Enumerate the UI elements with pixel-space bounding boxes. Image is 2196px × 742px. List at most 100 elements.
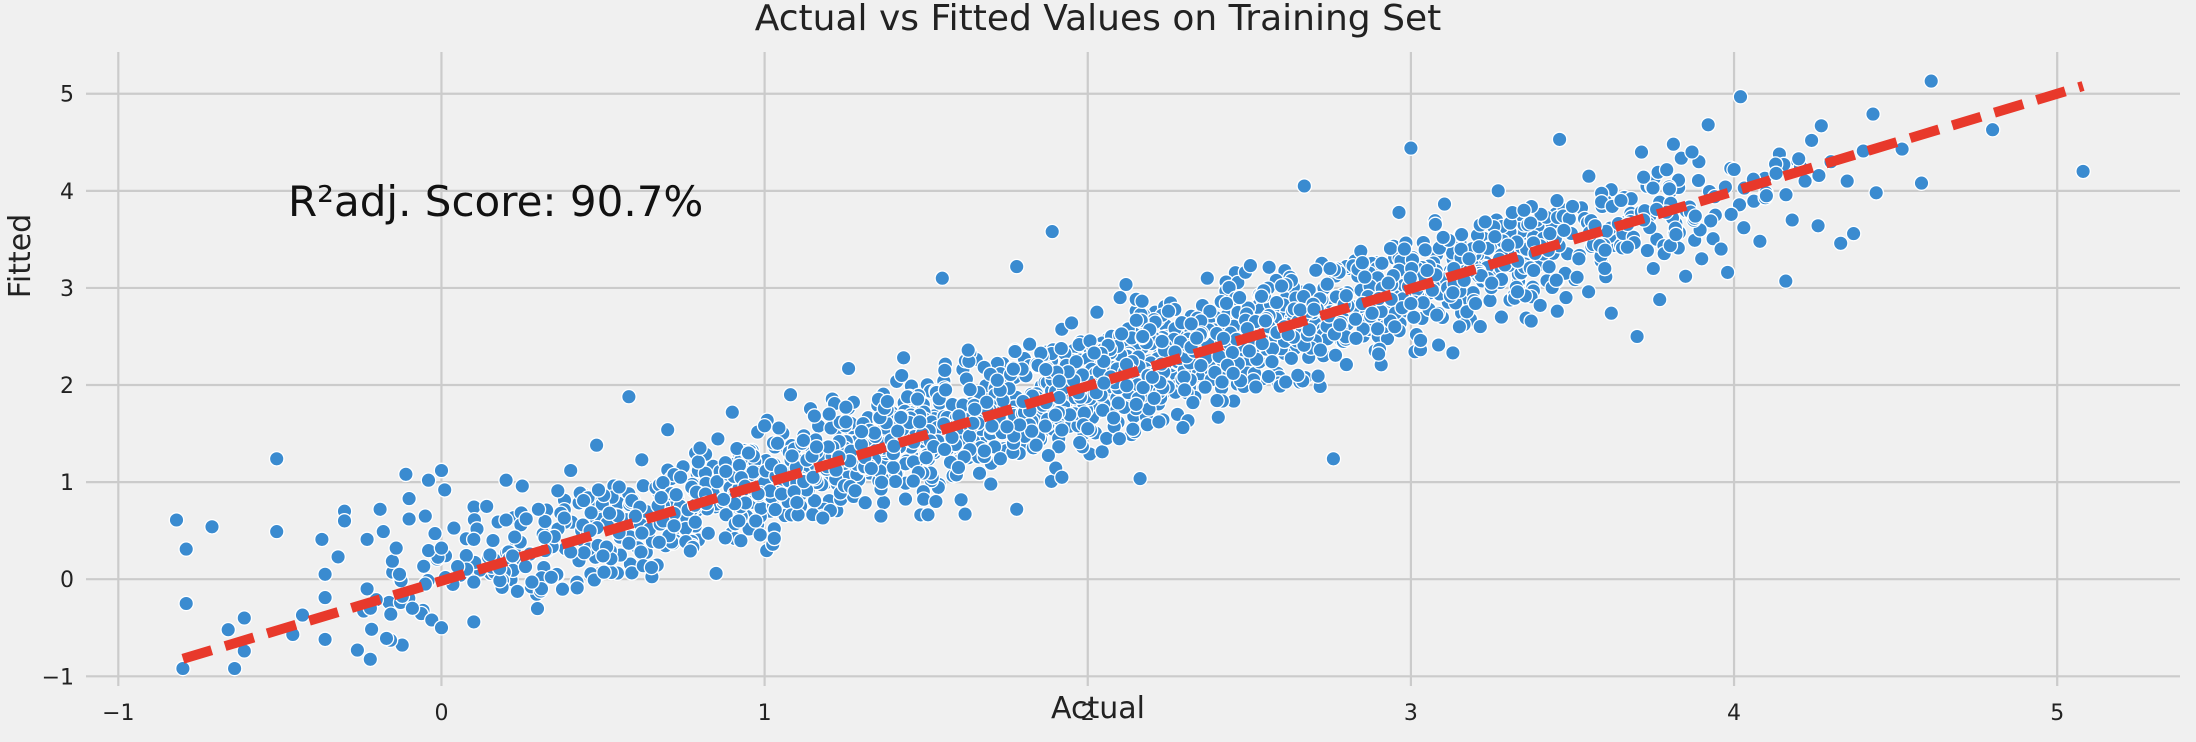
- data-point: [838, 414, 854, 430]
- data-point: [767, 501, 784, 518]
- data-point: [1225, 365, 1242, 382]
- data-point: [771, 420, 787, 436]
- data-point: [498, 472, 514, 489]
- data-point: [1523, 313, 1540, 329]
- data-point: [1603, 305, 1620, 322]
- data-point: [1312, 342, 1329, 358]
- data-point: [1160, 303, 1177, 320]
- data-point: [690, 454, 707, 470]
- data-point: [1635, 169, 1652, 186]
- data-point: [1732, 88, 1749, 105]
- data-point: [382, 606, 399, 623]
- data-point: [1110, 395, 1127, 411]
- data-point: [1569, 269, 1585, 286]
- data-point: [1306, 301, 1322, 318]
- data-point: [1264, 353, 1280, 370]
- data-point: [1778, 186, 1794, 203]
- data-point: [359, 581, 375, 597]
- data-point: [506, 529, 523, 545]
- data-point: [1445, 345, 1461, 361]
- data-point: [1268, 294, 1285, 311]
- data-point: [756, 417, 773, 434]
- data-point: [465, 574, 482, 590]
- data-point: [1645, 260, 1662, 277]
- data-point: [590, 482, 607, 498]
- data-point: [928, 493, 944, 510]
- data-point: [1403, 295, 1419, 312]
- data-point: [1865, 106, 1881, 122]
- data-point: [1923, 73, 1940, 89]
- data-point: [524, 574, 540, 590]
- data-point: [1645, 180, 1661, 196]
- data-point: [465, 614, 482, 630]
- data-point: [1050, 438, 1067, 455]
- data-point: [653, 489, 670, 506]
- data-point: [1639, 242, 1656, 259]
- data-point: [1803, 132, 1820, 149]
- data-point: [1364, 305, 1380, 322]
- data-point: [687, 514, 704, 531]
- data-point: [920, 506, 936, 523]
- data-point: [621, 535, 637, 552]
- data-point: [1391, 204, 1407, 221]
- data-point: [1690, 172, 1707, 189]
- x-axis-title: Actual: [1051, 691, 1145, 726]
- data-point: [1322, 260, 1338, 277]
- data-point: [569, 580, 586, 596]
- data-point: [1257, 313, 1274, 329]
- data-point: [633, 544, 649, 560]
- data-point: [692, 440, 708, 456]
- data-point: [556, 510, 573, 526]
- data-point: [1403, 140, 1419, 156]
- data-point: [1735, 219, 1752, 236]
- data-point: [420, 472, 437, 489]
- data-point: [175, 660, 191, 677]
- data-point: [1487, 228, 1503, 245]
- y-tick-label: 4: [60, 180, 74, 205]
- data-point: [1461, 250, 1477, 267]
- data-point: [537, 513, 553, 530]
- data-point: [398, 466, 414, 483]
- data-point: [1134, 328, 1151, 345]
- data-point: [1472, 318, 1489, 335]
- data-point: [1040, 447, 1057, 464]
- data-point: [1386, 318, 1403, 335]
- data-point: [1007, 343, 1023, 360]
- data-point: [1768, 165, 1784, 182]
- data-point: [1713, 241, 1729, 257]
- data-point: [873, 508, 889, 524]
- data-point: [611, 479, 628, 495]
- data-point: [773, 486, 790, 502]
- data-point: [752, 527, 769, 543]
- data-point: [1112, 289, 1128, 306]
- data-point: [1021, 336, 1038, 353]
- data-point: [1202, 303, 1218, 320]
- data-point: [1185, 394, 1201, 411]
- data-point: [420, 542, 437, 559]
- data-point: [989, 372, 1006, 389]
- data-point: [1296, 178, 1313, 194]
- data-point: [427, 525, 443, 542]
- data-point: [838, 399, 854, 416]
- data-point: [668, 486, 685, 503]
- data-point: [962, 381, 978, 398]
- data-point: [433, 619, 450, 636]
- data-point: [1665, 136, 1682, 153]
- data-point: [1705, 230, 1721, 247]
- data-point: [1405, 309, 1422, 326]
- data-point: [1548, 272, 1565, 289]
- data-point: [317, 631, 333, 648]
- chart-title: Actual vs Fitted Values on Training Set: [755, 0, 1441, 39]
- data-point: [766, 530, 783, 547]
- data-point: [362, 651, 379, 668]
- data-point: [417, 508, 434, 524]
- data-point: [1558, 289, 1574, 306]
- data-point: [976, 443, 993, 459]
- data-point: [401, 511, 417, 527]
- data-point: [1044, 223, 1061, 240]
- data-point: [1307, 262, 1324, 279]
- y-axis-title: Fitted: [3, 214, 38, 298]
- data-point: [717, 463, 734, 480]
